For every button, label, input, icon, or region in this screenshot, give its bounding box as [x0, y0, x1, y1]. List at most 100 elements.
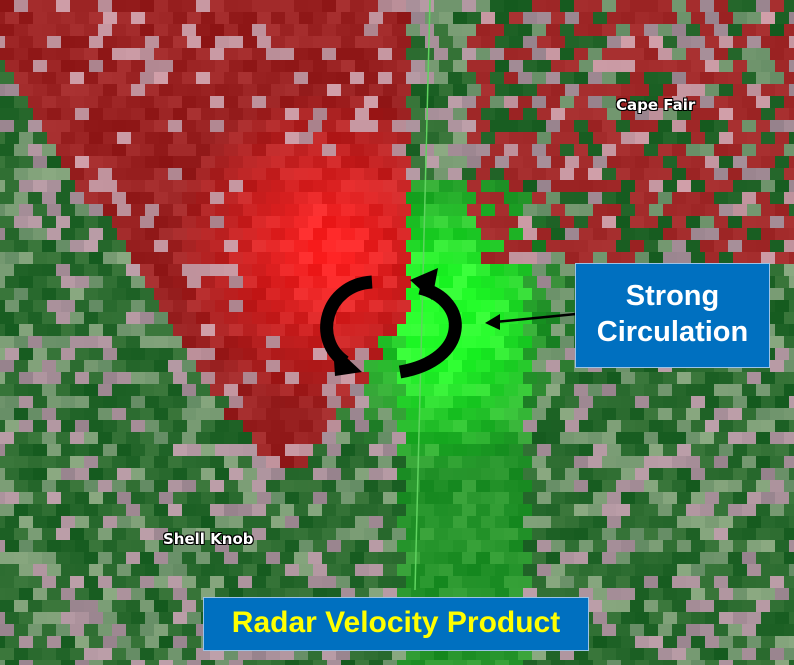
radar-cell: [322, 216, 337, 229]
radar-cell: [621, 12, 636, 25]
radar-cell: [686, 24, 701, 37]
radar-cell: [383, 108, 398, 121]
radar-cell: [672, 144, 687, 157]
radar-cell: [700, 240, 715, 253]
radar-cell: [271, 108, 286, 121]
radar-cell: [504, 144, 519, 157]
radar-cell: [756, 96, 771, 109]
radar-cell: [173, 204, 188, 217]
radar-cell: [658, 240, 673, 253]
radar-cell: [756, 216, 771, 229]
radar-cell: [565, 36, 580, 49]
radar-cell: [238, 120, 253, 133]
radar-cell: [761, 252, 776, 265]
radar-cell: [145, 60, 160, 73]
radar-cell: [383, 156, 398, 169]
radar-cell: [271, 204, 286, 217]
radar-cell: [411, 156, 426, 169]
radar-cell: [686, 240, 701, 253]
radar-cell: [560, 48, 575, 61]
radar-cell: [630, 168, 645, 181]
radar-cell: [336, 72, 351, 85]
radar-cell: [616, 0, 631, 13]
radar-cell: [439, 204, 454, 217]
radar-cell: [406, 72, 421, 85]
radar-cell: [630, 120, 645, 133]
radar-cell: [649, 84, 664, 97]
radar-cell: [490, 216, 505, 229]
radar-cell: [56, 72, 71, 85]
radar-cell: [672, 72, 687, 85]
radar-cell: [691, 180, 706, 193]
radar-cell: [280, 48, 295, 61]
radar-cell: [42, 264, 57, 277]
radar-cell: [733, 228, 748, 241]
radar-cell: [336, 192, 351, 205]
radar-cell: [19, 84, 34, 97]
radar-cell: [658, 120, 673, 133]
radar-cell: [523, 108, 538, 121]
radar-cell: [201, 84, 216, 97]
radar-cell: [215, 132, 230, 145]
radar-cell: [299, 204, 314, 217]
radar-cell: [5, 132, 20, 145]
radar-cell: [434, 240, 449, 253]
radar-cell: [5, 180, 20, 193]
radar-cell: [61, 108, 76, 121]
radar-cell: [537, 132, 552, 145]
radar-cell: [462, 240, 477, 253]
radar-cell: [252, 216, 267, 229]
radar-cell: [742, 192, 757, 205]
radar-cell: [705, 132, 720, 145]
radar-cell: [770, 0, 785, 13]
radar-cell: [448, 120, 463, 133]
radar-cell: [719, 180, 734, 193]
radar-cell: [308, 24, 323, 37]
radar-cell: [719, 132, 734, 145]
radar-cell: [19, 36, 34, 49]
radar-cell: [770, 168, 785, 181]
radar-cell: [439, 132, 454, 145]
radar-cell: [649, 180, 664, 193]
radar-cell: [341, 252, 356, 265]
radar-cell: [537, 84, 552, 97]
radar-cell: [61, 252, 76, 265]
radar-cell: [607, 180, 622, 193]
radar-cell: [481, 132, 496, 145]
radar-cell: [187, 228, 202, 241]
radar-cell: [210, 0, 225, 13]
radar-cell: [742, 48, 757, 61]
radar-cell: [313, 60, 328, 73]
radar-cell: [686, 48, 701, 61]
radar-cell: [439, 84, 454, 97]
radar-cell: [397, 60, 412, 73]
radar-cell: [201, 132, 216, 145]
radar-cell: [672, 240, 687, 253]
radar-cell: [145, 180, 160, 193]
radar-cell: [14, 168, 29, 181]
radar-cell: [761, 60, 776, 73]
radar-cell: [126, 0, 141, 13]
radar-cell: [714, 0, 729, 13]
radar-cell: [462, 72, 477, 85]
radar-cell: [0, 216, 15, 229]
radar-cell: [770, 96, 785, 109]
radar-cell: [691, 108, 706, 121]
radar-cell: [672, 216, 687, 229]
radar-cell: [728, 96, 743, 109]
radar-cell: [593, 36, 608, 49]
radar-cell: [19, 180, 34, 193]
radar-cell: [341, 132, 356, 145]
radar-cell: [285, 252, 300, 265]
radar-cell: [14, 216, 29, 229]
radar-cell: [677, 252, 692, 265]
radar-cell: [126, 216, 141, 229]
callout-box: Strong Circulation: [575, 263, 770, 368]
radar-cell: [266, 72, 281, 85]
radar-cell: [691, 84, 706, 97]
radar-cell: [89, 108, 104, 121]
radar-cell: [406, 96, 421, 109]
radar-cell: [705, 12, 720, 25]
radar-cell: [56, 216, 71, 229]
radar-cell: [336, 144, 351, 157]
